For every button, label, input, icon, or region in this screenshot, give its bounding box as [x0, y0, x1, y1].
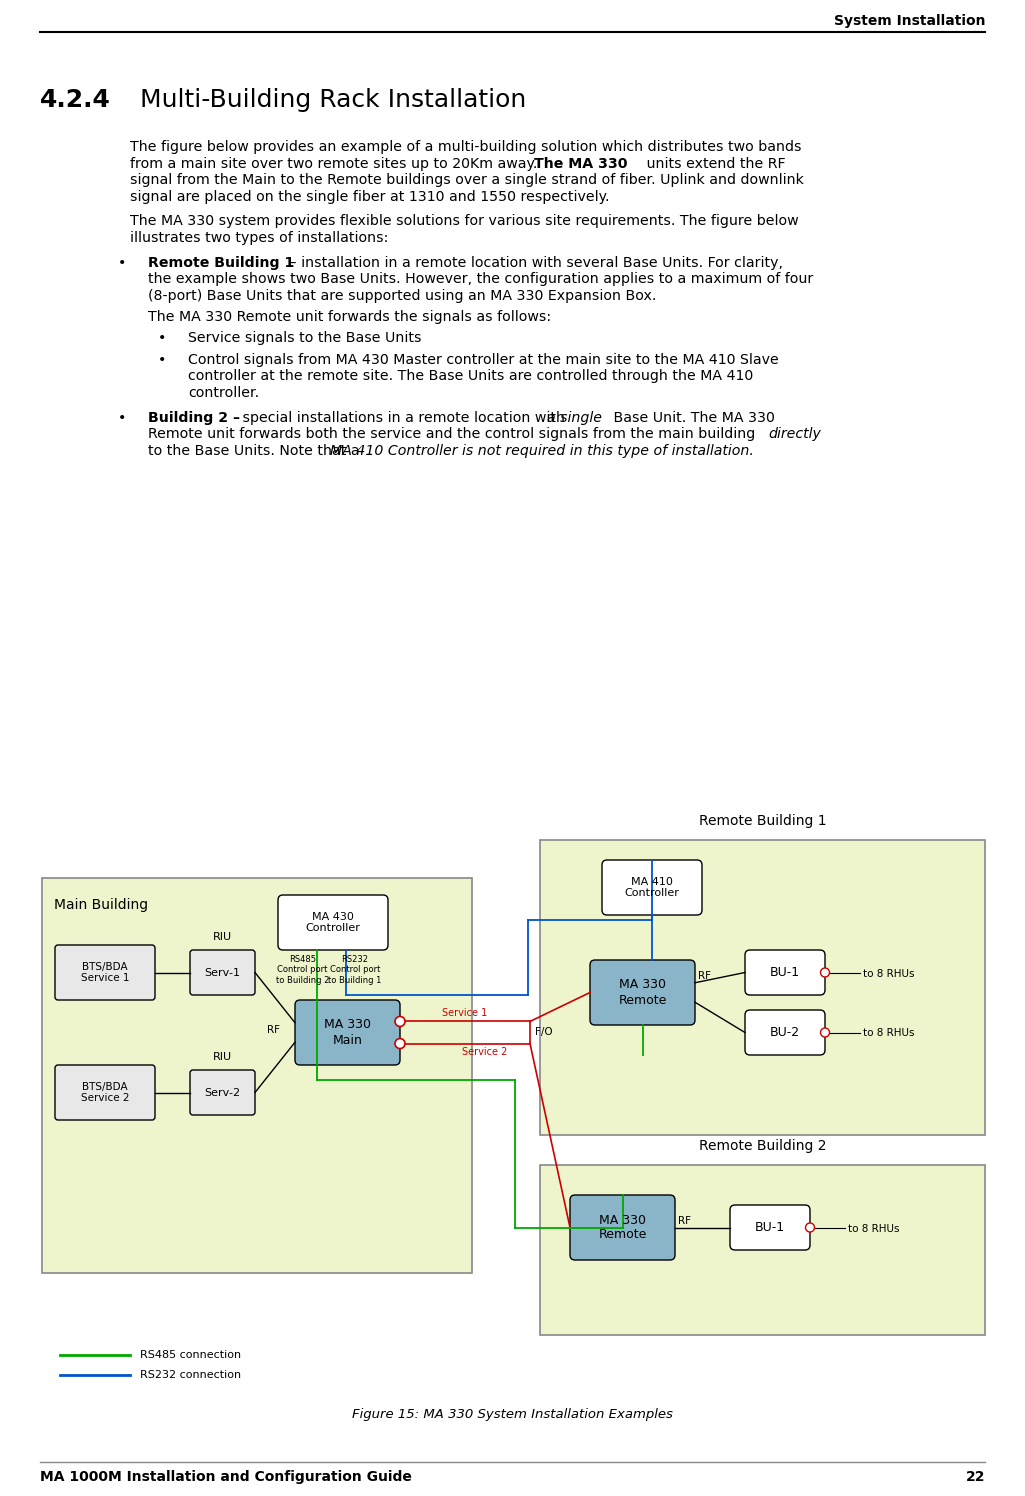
Text: The figure below provides an example of a multi-building solution which distribu: The figure below provides an example of …: [130, 141, 802, 154]
Text: Remote Building 1: Remote Building 1: [699, 814, 826, 827]
Text: Main Building: Main Building: [54, 898, 149, 913]
Text: MA 330
Remote: MA 330 Remote: [599, 1213, 647, 1242]
Circle shape: [395, 1038, 405, 1049]
Text: special installations in a remote location with: special installations in a remote locati…: [238, 410, 570, 425]
FancyBboxPatch shape: [55, 1065, 155, 1121]
Text: System Installation: System Installation: [833, 13, 985, 28]
Text: Remote Building 1: Remote Building 1: [148, 256, 294, 269]
Circle shape: [395, 1016, 405, 1026]
Text: controller at the remote site. The Base Units are controlled through the MA 410: controller at the remote site. The Base …: [188, 370, 753, 383]
Text: a single: a single: [547, 410, 602, 425]
Text: directly: directly: [768, 426, 821, 441]
Text: Serv-2: Serv-2: [204, 1088, 241, 1098]
Text: RF: RF: [266, 1025, 280, 1035]
Text: BU-2: BU-2: [770, 1026, 801, 1040]
Text: Remote unit forwards both the service and the control signals from the main buil: Remote unit forwards both the service an…: [148, 426, 760, 441]
Text: BU-1: BU-1: [755, 1221, 785, 1234]
Text: from a main site over two remote sites up to 20Km away.: from a main site over two remote sites u…: [130, 157, 542, 171]
Text: MA 1000M Installation and Configuration Guide: MA 1000M Installation and Configuration …: [40, 1471, 412, 1484]
FancyBboxPatch shape: [55, 945, 155, 999]
Text: RIU: RIU: [213, 1052, 232, 1062]
Text: MA 410
Controller: MA 410 Controller: [624, 877, 680, 898]
Text: MA 330
Remote: MA 330 Remote: [618, 978, 666, 1007]
Text: Remote Building 2: Remote Building 2: [699, 1138, 826, 1153]
Text: Multi-Building Rack Installation: Multi-Building Rack Installation: [140, 88, 526, 112]
FancyBboxPatch shape: [730, 1204, 810, 1251]
Text: •: •: [158, 332, 166, 346]
Text: to 8 RHUs: to 8 RHUs: [848, 1224, 900, 1234]
Text: BTS/BDA
Service 1: BTS/BDA Service 1: [81, 962, 129, 983]
Text: to 8 RHUs: to 8 RHUs: [863, 968, 914, 978]
Text: MA 330
Main: MA 330 Main: [324, 1019, 371, 1047]
FancyBboxPatch shape: [590, 960, 695, 1025]
Text: RIU: RIU: [213, 932, 232, 942]
FancyBboxPatch shape: [278, 895, 388, 950]
Text: RF: RF: [678, 1215, 691, 1225]
Text: to 8 RHUs: to 8 RHUs: [863, 1029, 914, 1038]
Text: F/O: F/O: [535, 1028, 552, 1038]
FancyBboxPatch shape: [295, 999, 400, 1065]
Text: •: •: [158, 353, 166, 367]
Text: RS232 connection: RS232 connection: [140, 1370, 241, 1379]
Text: Base Unit. The MA 330: Base Unit. The MA 330: [609, 410, 775, 425]
Text: BU-1: BU-1: [770, 966, 801, 978]
Text: controller.: controller.: [188, 386, 259, 399]
Text: The MA 330 Remote unit forwards the signals as follows:: The MA 330 Remote unit forwards the sign…: [148, 310, 551, 325]
Text: Building 2 –: Building 2 –: [148, 410, 240, 425]
Text: signal are placed on the single fiber at 1310 and 1550 respectively.: signal are placed on the single fiber at…: [130, 190, 610, 203]
FancyBboxPatch shape: [745, 1010, 825, 1055]
Text: BTS/BDA
Service 2: BTS/BDA Service 2: [81, 1082, 129, 1104]
Text: RS232
Control port
to Building 1: RS232 Control port to Building 1: [328, 954, 381, 984]
Text: RF: RF: [698, 971, 711, 981]
Text: Control signals from MA 430 Master controller at the main site to the MA 410 Sla: Control signals from MA 430 Master contr…: [188, 353, 779, 367]
Circle shape: [806, 1224, 815, 1233]
FancyBboxPatch shape: [540, 839, 985, 1135]
Text: (8-port) Base Units that are supported using an MA 330 Expansion Box.: (8-port) Base Units that are supported u…: [148, 289, 656, 302]
Text: Service 2: Service 2: [462, 1047, 507, 1056]
FancyBboxPatch shape: [190, 950, 255, 995]
Text: RS485
Control port
to Building 2: RS485 Control port to Building 2: [276, 954, 329, 984]
FancyBboxPatch shape: [540, 1165, 985, 1334]
Text: The MA 330 system provides flexible solutions for various site requirements. The: The MA 330 system provides flexible solu…: [130, 214, 798, 229]
Circle shape: [820, 968, 829, 977]
Text: units extend the RF: units extend the RF: [642, 157, 785, 171]
FancyBboxPatch shape: [570, 1195, 675, 1260]
Text: RS485 connection: RS485 connection: [140, 1349, 241, 1360]
Text: Service signals to the Base Units: Service signals to the Base Units: [188, 332, 421, 346]
Text: Service 1: Service 1: [443, 1008, 488, 1019]
FancyBboxPatch shape: [602, 860, 702, 916]
Text: MA 430
Controller: MA 430 Controller: [305, 911, 361, 934]
FancyBboxPatch shape: [745, 950, 825, 995]
Text: •: •: [118, 410, 126, 425]
Text: Figure 15: MA 330 System Installation Examples: Figure 15: MA 330 System Installation Ex…: [352, 1408, 672, 1421]
Text: the example shows two Base Units. However, the configuration applies to a maximu: the example shows two Base Units. Howeve…: [148, 272, 813, 286]
Text: 22: 22: [966, 1471, 985, 1484]
Text: •: •: [118, 256, 126, 269]
Text: to the Base Units. Note that a: to the Base Units. Note that a: [148, 444, 364, 458]
Text: 4.2.4: 4.2.4: [40, 88, 111, 112]
Text: The MA 330: The MA 330: [534, 157, 627, 171]
Circle shape: [820, 1028, 829, 1037]
FancyBboxPatch shape: [190, 1070, 255, 1115]
Text: signal from the Main to the Remote buildings over a single strand of fiber. Upli: signal from the Main to the Remote build…: [130, 174, 804, 187]
FancyBboxPatch shape: [42, 878, 472, 1273]
Text: Serv-1: Serv-1: [205, 968, 241, 977]
Text: MA 410 Controller is not required in this type of installation.: MA 410 Controller is not required in thi…: [330, 444, 753, 458]
Text: – installation in a remote location with several Base Units. For clarity,: – installation in a remote location with…: [285, 256, 783, 269]
Text: illustrates two types of installations:: illustrates two types of installations:: [130, 230, 388, 245]
